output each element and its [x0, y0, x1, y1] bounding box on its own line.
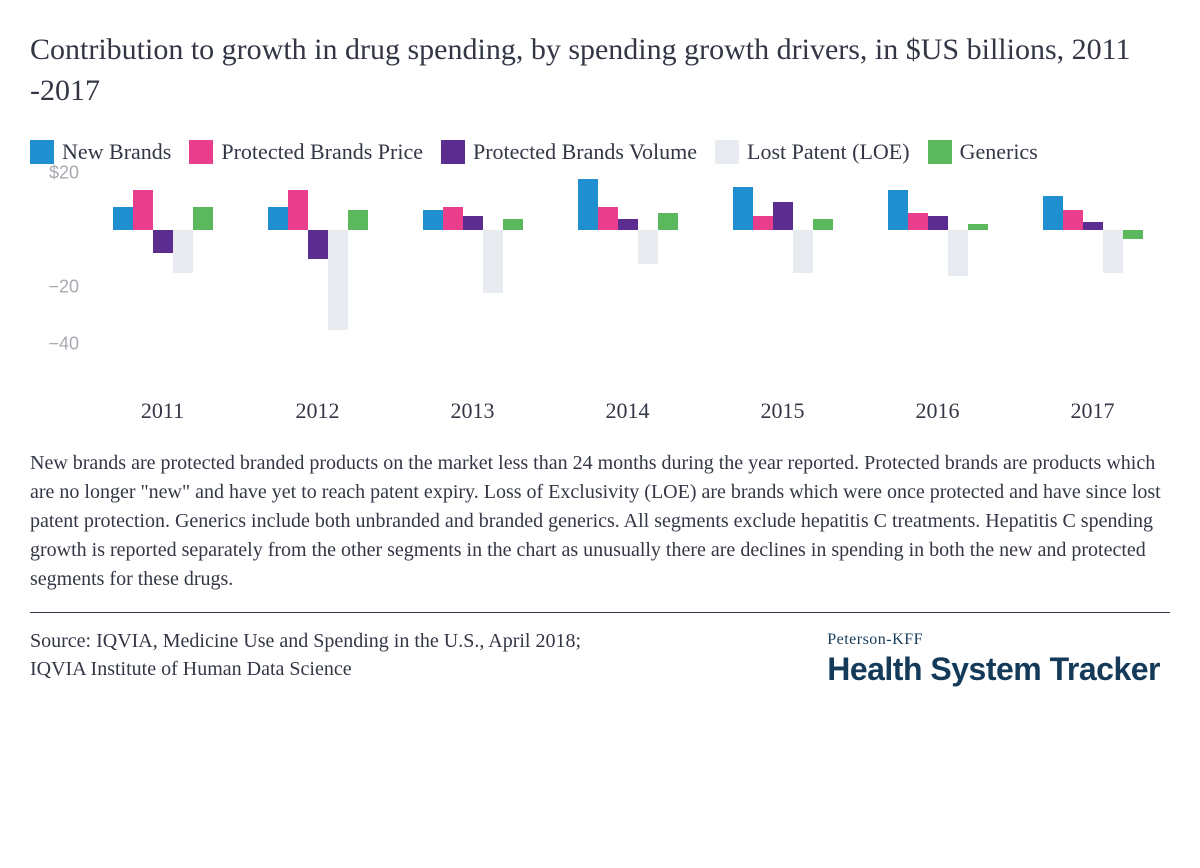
x-axis: 2011 2012 2013 2014 2015 2016 2017 — [85, 398, 1170, 428]
bar-group — [1043, 173, 1143, 373]
bar-group — [423, 173, 523, 373]
y-tick-label: $20 — [49, 163, 79, 184]
bar — [928, 216, 948, 230]
logo: Peterson-KFF Health System Tracker — [827, 627, 1170, 688]
bar — [948, 230, 968, 276]
bar — [1063, 210, 1083, 230]
bar — [618, 219, 638, 230]
bar — [908, 213, 928, 230]
plot-area — [85, 173, 1170, 373]
logo-top-text: Peterson-KFF — [827, 631, 1160, 649]
legend-item: Protected Brands Price — [189, 139, 423, 165]
x-tick-label: 2012 — [296, 398, 340, 424]
bar — [308, 230, 328, 259]
bar — [193, 207, 213, 230]
legend-swatch — [715, 140, 739, 164]
bar — [733, 187, 753, 230]
bar — [793, 230, 813, 273]
source-text: Source: IQVIA, Medicine Use and Spending… — [30, 627, 590, 683]
bar — [813, 219, 833, 230]
bar — [133, 190, 153, 230]
x-tick-label: 2013 — [451, 398, 495, 424]
legend-swatch — [189, 140, 213, 164]
bar — [173, 230, 193, 273]
x-tick-label: 2011 — [141, 398, 184, 424]
chart: $20−20−40 2011201220132014201520162017 — [30, 173, 1170, 443]
footer: Source: IQVIA, Medicine Use and Spending… — [30, 627, 1170, 688]
bar — [483, 230, 503, 293]
bar — [463, 216, 483, 230]
legend-label: Generics — [960, 139, 1038, 165]
legend-item: New Brands — [30, 139, 171, 165]
bar — [638, 230, 658, 264]
bar — [423, 210, 443, 230]
y-axis: $20−20−40 — [30, 173, 85, 373]
bar — [598, 207, 618, 230]
bar — [773, 202, 793, 231]
legend: New Brands Protected Brands Price Protecte… — [30, 139, 1170, 165]
bar — [578, 179, 598, 230]
bar — [113, 207, 133, 230]
bar — [268, 207, 288, 230]
logo-main-text: Health System Tracker — [827, 651, 1160, 688]
y-tick-label: −20 — [48, 277, 79, 298]
bar — [658, 213, 678, 230]
legend-label: Protected Brands Price — [221, 139, 423, 165]
footnote-text: New brands are protected branded product… — [30, 449, 1170, 594]
legend-label: Lost Patent (LOE) — [747, 139, 910, 165]
legend-label: New Brands — [62, 139, 171, 165]
bar — [1083, 222, 1103, 231]
bar — [1043, 196, 1063, 230]
x-tick-label: 2015 — [761, 398, 805, 424]
legend-item: Protected Brands Volume — [441, 139, 697, 165]
bar — [443, 207, 463, 230]
legend-swatch — [30, 140, 54, 164]
bar — [968, 224, 988, 230]
bar-group — [578, 173, 678, 373]
divider — [30, 612, 1170, 613]
bar — [888, 190, 908, 230]
legend-label: Protected Brands Volume — [473, 139, 697, 165]
bar — [1103, 230, 1123, 273]
legend-swatch — [928, 140, 952, 164]
legend-swatch — [441, 140, 465, 164]
bar — [288, 190, 308, 230]
bar — [328, 230, 348, 330]
bar — [1123, 230, 1143, 239]
bar — [153, 230, 173, 253]
legend-item: Generics — [928, 139, 1038, 165]
chart-title: Contribution to growth in drug spending,… — [30, 30, 1170, 111]
legend-item: Lost Patent (LOE) — [715, 139, 910, 165]
bar-group — [113, 173, 213, 373]
bar — [503, 219, 523, 230]
bar-group — [268, 173, 368, 373]
bar — [753, 216, 773, 230]
bar — [348, 210, 368, 230]
x-tick-label: 2014 — [606, 398, 650, 424]
x-tick-label: 2017 — [1071, 398, 1115, 424]
x-tick-label: 2016 — [916, 398, 960, 424]
y-tick-label: −40 — [48, 334, 79, 355]
bar-group — [733, 173, 833, 373]
bar-group — [888, 173, 988, 373]
